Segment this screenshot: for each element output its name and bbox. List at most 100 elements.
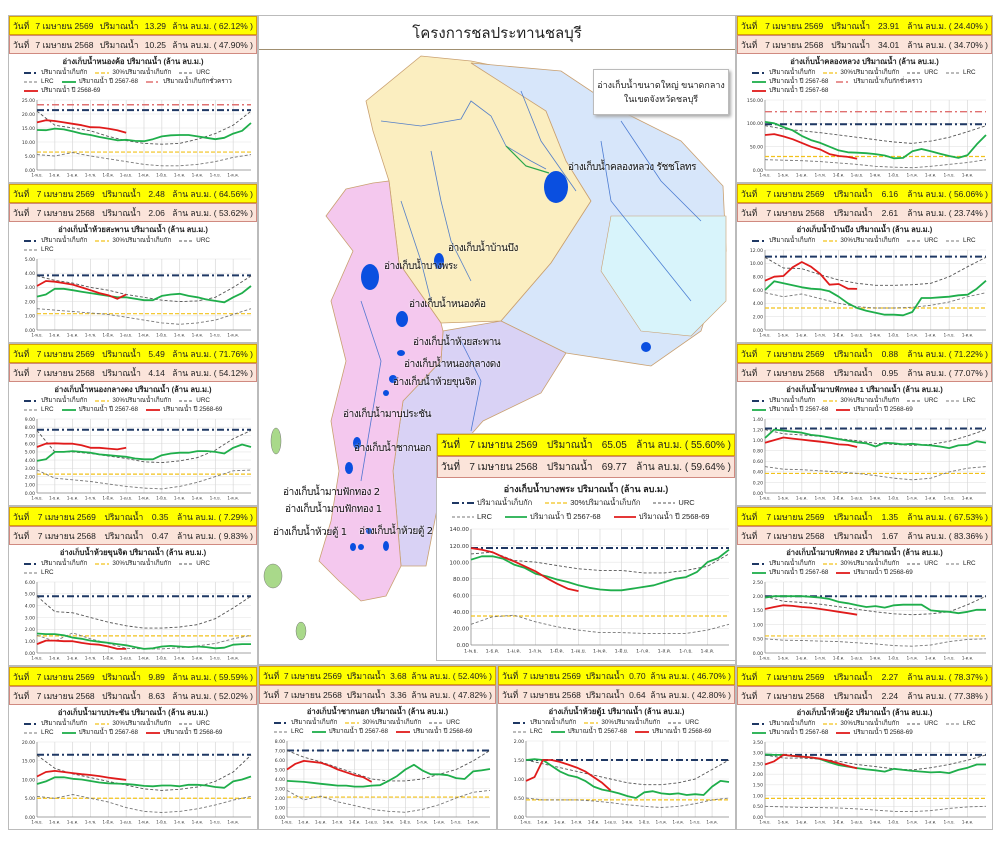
x-tick-label: 1-พ.ค. [138,333,150,338]
series-2568-69-line [764,133,858,160]
x-tick-label: 1-ก.ค. [656,820,667,825]
legend-label: ปริมาณน้ำ ปี 2567-68 [328,728,388,735]
x-tick-label: 1-ก.ค. [174,173,185,178]
y-tick-label: 3.00 [275,786,285,792]
lrc-line [36,152,252,167]
x-tick-label: 1-ก.พ. [815,656,826,661]
map-region-southeast [600,215,727,337]
river-line [380,100,547,170]
volume-row-last-year: วันที่ 7 เมษายน 2568 ปริมาณน้ำ 8.63 ล้าน ลบ.… [9,686,257,705]
x-tick-label: 1-ส.ค. [434,820,445,825]
legend-item-p30: 30%ปริมาณน้ำเก็บกัก [822,236,899,245]
x-tick-label: 1-พ.ค. [138,173,150,178]
date-label: วันที่ [741,39,758,50]
y-tick-label: 1.40 [753,417,763,423]
x-tick-label: 1-เม.ย. [851,333,864,338]
legend-item-r: ปริมาณน้ำ ปี 2567-68 [751,86,828,95]
chart-legend: ปริมาณน้ำเก็บกัก 30%ปริมาณน้ำเก็บกัก URC LR… [737,235,992,245]
chart-title: อ่างเก็บน้ำหนองกลางดง ปริมาณน้ำ (ล้าน ลบ… [54,385,212,394]
x-tick-label: 1-เม.ย. [851,173,864,178]
date-label: วันที่ [13,511,30,522]
y-tick-label: 4.00 [25,604,35,610]
legend-swatch-cap [24,399,38,402]
percent-value: 24.40% [953,20,983,31]
legend-swatch-cap [752,239,766,242]
paren-close: ) [247,188,253,199]
x-tick-label: 1-พ.ค. [870,656,882,661]
x-tick-label: 1-ส.ค. [925,820,936,825]
y-tick-label: 5.00 [25,592,35,598]
x-tick-label: 1-ต.ค. [227,333,239,338]
legend-item-lrc: LRC [945,68,976,77]
x-tick-label: 1-มี.ค. [588,820,600,825]
reservoir-shape [358,544,364,550]
legend-swatch-p30 [584,721,599,724]
legend-label: ปริมาณน้ำเก็บกัก [769,720,816,727]
x-tick-label: 1-ส.ค. [192,173,203,178]
x-tick-label: 1-พ.ย. [520,820,531,825]
x-tick-label: 1-มิ.ย. [888,173,899,178]
map-label-reservoir: อ่างเก็บน้ำมาบฟักทอง 1 [285,504,382,515]
volume-row-today: วันที่ 7 เมษายน 2569 ปริมาณน้ำ 5.49 ล้าน ลบ.… [9,344,257,363]
volume-value: 1.35 [881,511,899,522]
legend-item-r: ปริมาณน้ำ ปี 2568-69 [395,727,472,736]
x-tick-label: 1-ส.ค. [192,656,203,661]
volume-label: ปริมาณน้ำ [102,207,141,218]
date-value: 7 เมษายน 2568 [37,530,96,541]
paren-close: ) [247,207,253,218]
legend-item-lrc: LRC [945,236,976,245]
volume-unit-percent: ล้าน ลบ.ม. ( 9.83% ) [177,529,253,543]
reservoir-panel: วันที่ 7 เมษายน 2569 ปริมาณน้ำ 0.70 ล้าน ลบ.… [497,665,736,830]
series-2567-68-line [36,775,252,789]
date-value: 7 เมษายน 2569 [765,20,824,31]
volume-unit-percent: ล้าน ลบ.ม. ( 55.60% ) [636,438,731,453]
unit-label: ล้าน ลบ.ม. [172,207,212,218]
chart-title: อ่างเก็บน้ำห้วยสะพาน ปริมาณน้ำ (ล้าน ลบ.… [58,225,208,234]
x-tick-label: 1-ส.ค. [925,333,936,338]
x-tick-label: 1-พ.ค. [138,820,150,825]
legend-swatch-p30 [345,721,360,724]
percent-value: 23.74% [953,207,983,218]
legend-item-cap: ปริมาณน้ำเก็บกัก [751,236,815,245]
volume-row-last-year: วันที่ 7 เมษายน 2568 ปริมาณน้ำ 3.36 ล้าน ลบ.… [259,685,496,704]
y-tick-label: 4.00 [275,777,285,783]
legend-item-g: ปริมาณน้ำ ปี 2567-68 [61,728,138,737]
map-label-reservoir: อ่างเก็บน้ำหนองค้อ [409,299,486,310]
legend-swatch-urc [179,240,194,241]
volume-row-today: วันที่ 7 เมษายน 2569 ปริมาณน้ำ 9.89 ล้าน ลบ.… [9,667,257,686]
map-label-reservoir: อ่างเก็บน้ำชากนอก [354,443,431,454]
volume-label: ปริมาณน้ำ [546,439,593,451]
x-tick-label: 1-พ.ย. [759,173,770,178]
y-tick-label: 50.00 [750,145,763,151]
volume-unit-percent: ล้าน ลบ.ม. ( 46.70% ) [650,669,731,683]
percent-value: 9.83% [223,530,248,541]
unit-label: ล้าน ลบ.ม. [172,20,212,31]
x-tick-label: 1-ธ.ค. [298,820,309,825]
legend-swatch-urc [907,400,922,401]
legend-label: URC [196,560,210,567]
y-tick-label: 1.50 [753,608,763,614]
lrc-line [764,466,987,481]
chart-plot: 0.00 1.00 2.00 3.00 4.00 5.00 6.00 1-พ.ย. 1-ธ.ค.… [25,580,252,661]
y-tick-label: 0.00 [753,815,763,821]
y-tick-label: 5.00 [275,767,285,773]
reservoir-shape [641,342,651,352]
map-region-west [318,180,444,602]
x-tick-label: 1-ต.ค. [700,649,714,655]
chart-plot: 0.00 5.00 10.00 15.00 20.00 1-พ.ย. 1-ธ.ค. 1-ม.ค… [22,740,252,825]
percent-value: 52.40% [457,670,487,681]
y-tick-label: 60.00 [453,594,469,600]
percent-value: 55.60% [690,439,725,451]
x-tick-label: 1-พ.ย. [759,820,770,825]
map-area: โครงการชลประทานชลบุรี อ่างเก็บน้ำขนาดใหญ… [258,15,736,665]
paren-close: ) [982,188,988,199]
legend-label: ปริมาณน้ำ ปี 2567-68 [769,729,829,736]
percent-value: 47.90% [218,39,248,50]
x-tick-label: 1-มี.ค. [833,820,845,825]
legend-item-p30: 30%ปริมาณน้ำเก็บกัก [94,68,171,77]
x-tick-label: 1-ก.พ. [815,173,826,178]
volume-label: ปริมาณน้ำ [831,20,871,31]
volume-row-last-year: วันที่ 7 เมษายน 2568 ปริมาณน้ำ 2.24 ล้าน ลบ.… [737,686,992,705]
legend-swatch-g [505,516,528,518]
y-tick-label: 0.40 [753,470,763,476]
